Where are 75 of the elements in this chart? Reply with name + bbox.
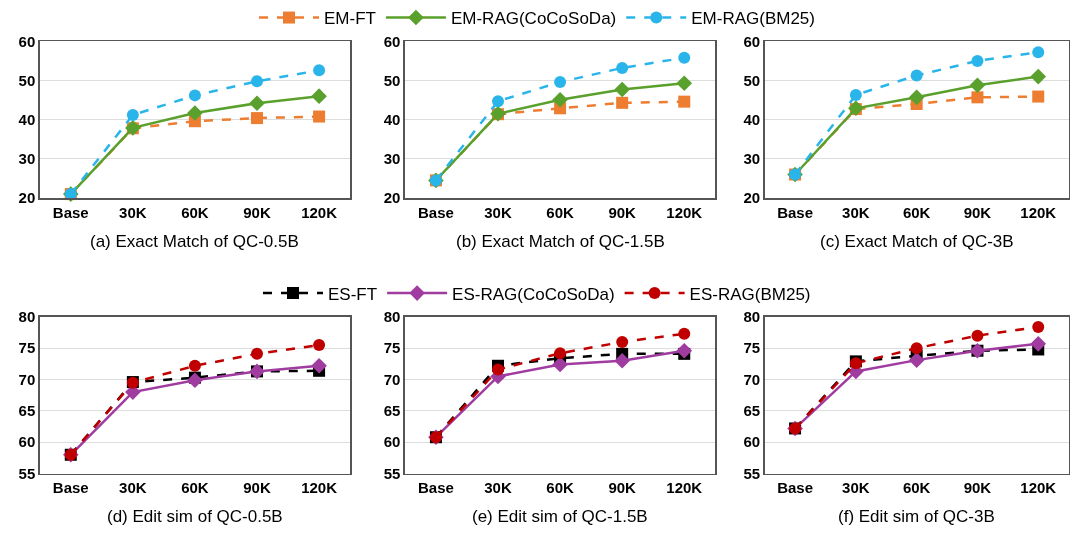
y-tick-label: 70 <box>383 370 401 388</box>
legend-label: EM-FT <box>324 9 376 29</box>
y-tick-label: 60 <box>383 32 401 50</box>
legend-label: EM-RAG(BM25) <box>691 9 815 29</box>
y-tick-label: 65 <box>743 402 761 420</box>
x-tick-label: Base <box>418 479 454 497</box>
x-tick-label: 30K <box>842 203 870 221</box>
y-tick-label: 20 <box>383 189 401 207</box>
y-tick-label: 80 <box>383 308 401 326</box>
x-tick-label: 60K <box>902 479 931 497</box>
x-tick-label: 120K <box>666 203 703 221</box>
x-tick-label: Base <box>52 203 89 221</box>
x-tick-label: Base <box>418 203 454 221</box>
legend-label: ES-FT <box>328 284 378 304</box>
x-tick-label: 60K <box>181 479 209 497</box>
legend-label: ES-RAG(BM25) <box>689 284 811 304</box>
x-tick-label: 90K <box>963 479 992 497</box>
y-tick-label: 20 <box>743 189 761 207</box>
x-tick-label: 120K <box>301 203 338 221</box>
x-tick-label: 60K <box>546 479 575 497</box>
x-tick-label: 90K <box>608 203 637 221</box>
text: (c) Exact Match of QC-3B <box>820 232 1014 251</box>
x-tick-label: 120K <box>1020 479 1057 497</box>
x-tick-label: 90K <box>963 203 992 221</box>
y-tick-label: 30 <box>18 150 36 168</box>
y-tick-label: 65 <box>383 402 401 420</box>
x-tick-label: 90K <box>243 203 271 221</box>
y-tick-label: 50 <box>18 71 36 89</box>
y-tick-label: 55 <box>383 464 401 482</box>
text: (a) Exact Match of QC-0.5B <box>90 232 299 251</box>
text: (d) Edit sim of QC-0.5B <box>107 507 283 526</box>
x-tick-label: 120K <box>1020 203 1057 221</box>
x-tick-label: 30K <box>119 479 147 497</box>
y-tick-label: 40 <box>383 110 401 128</box>
y-tick-label: 60 <box>743 433 761 451</box>
y-tick-label: 70 <box>18 370 36 388</box>
x-tick-label: 90K <box>243 479 271 497</box>
y-tick-label: 60 <box>383 433 401 451</box>
text: (f) Edit sim of QC-3B <box>838 507 995 526</box>
x-tick-label: Base <box>52 479 89 497</box>
x-tick-label: Base <box>777 479 814 497</box>
x-tick-label: 30K <box>842 479 870 497</box>
legend-label: ES-RAG(CoCoSoDa) <box>452 284 615 304</box>
text: (e) Edit sim of QC-1.5B <box>472 507 648 526</box>
y-tick-label: 55 <box>743 464 761 482</box>
y-tick-label: 30 <box>743 150 761 168</box>
y-tick-label: 40 <box>18 110 36 128</box>
x-tick-label: 60K <box>181 203 209 221</box>
y-tick-label: 60 <box>18 433 36 451</box>
y-tick-label: 80 <box>743 308 761 326</box>
y-tick-label: 60 <box>743 32 761 50</box>
x-tick-label: 90K <box>608 479 637 497</box>
y-tick-label: 60 <box>18 32 36 50</box>
x-tick-label: 30K <box>484 203 512 221</box>
y-tick-label: 40 <box>743 110 761 128</box>
y-tick-label: 65 <box>18 402 36 420</box>
y-tick-label: 50 <box>383 71 401 89</box>
x-tick-label: 60K <box>546 203 575 221</box>
y-tick-label: 50 <box>743 71 761 89</box>
x-tick-label: Base <box>777 203 814 221</box>
y-tick-label: 55 <box>18 464 36 482</box>
x-tick-label: 120K <box>666 479 703 497</box>
y-tick-label: 75 <box>383 339 401 357</box>
y-tick-label: 75 <box>18 339 36 357</box>
text: (b) Exact Match of QC-1.5B <box>456 232 665 251</box>
x-tick-label: 30K <box>119 203 147 221</box>
legend-label: EM-RAG(CoCoSoDa) <box>450 9 617 29</box>
y-tick-label: 80 <box>18 308 36 326</box>
y-tick-label: 70 <box>743 370 761 388</box>
y-tick-label: 30 <box>383 150 401 168</box>
x-tick-label: 30K <box>484 479 512 497</box>
y-tick-label: 75 <box>743 339 761 357</box>
x-tick-label: 60K <box>902 203 931 221</box>
y-tick-label: 20 <box>18 189 36 207</box>
x-tick-label: 120K <box>301 479 338 497</box>
